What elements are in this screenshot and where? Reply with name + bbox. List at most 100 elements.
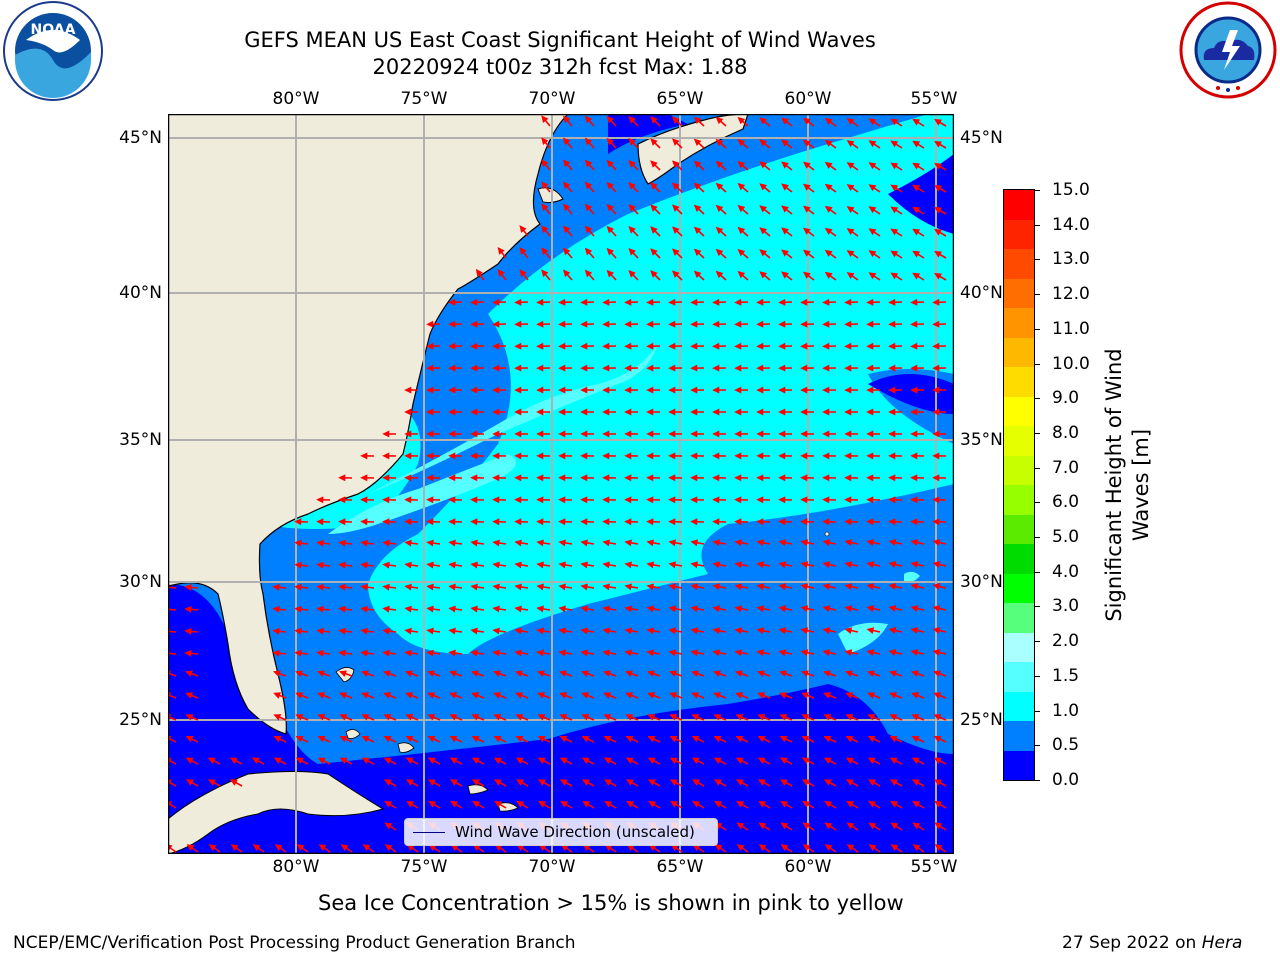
lon-label-top: 65°W [656,89,704,109]
wave-direction-arrowhead [295,692,304,699]
wave-direction-arrowhead [628,182,636,190]
colorbar-label-line2: Waves [m] [1129,428,1153,542]
wave-direction-arrowhead [824,271,833,279]
wave-direction-arrowhead [536,649,544,657]
wave-direction-arrowhead [824,822,833,830]
wave-direction-arrowhead [734,430,742,438]
wave-direction-arrowhead [912,250,921,258]
chart-subtitle: 20220924 t00z 312h fcst Max: 1.88 [372,55,748,79]
wave-direction-arrowhead [932,430,940,438]
wave-direction-arrowhead [624,364,632,372]
wave-direction-arrowhead [868,800,877,808]
wave-direction-arrowhead [317,714,326,721]
wave-direction-arrowhead [448,452,456,460]
wave-direction-arrowhead [690,627,699,635]
wave-direction-arrowhead [868,140,877,148]
wave-direction-arrowhead [515,779,524,786]
colorbar-tick-label: 1.0 [1052,700,1080,721]
wave-direction-arrowhead [756,408,764,416]
wave-direction-arrowhead [563,137,571,146]
wave-direction-arrowhead [933,670,941,677]
wave-direction-arrowhead [493,714,502,721]
wave-direction-arrowhead [734,561,743,569]
wave-direction-arrowhead [844,386,852,394]
wave-direction-arrowhead [405,670,413,677]
wave-direction-arrowhead [690,474,698,482]
lon-label-bottom: 60°W [784,857,832,877]
wave-direction-arrowhead [778,430,786,438]
wave-direction-arrowhead [404,430,412,438]
lat-label-right: 35°N [960,430,1003,450]
wave-direction-arrowhead [404,561,412,569]
wave-direction-arrowhead [404,605,412,613]
wave-direction-arrowhead [625,670,633,677]
wave-direction-arrowhead [404,408,412,416]
wave-direction-arrowhead [317,757,326,764]
wave-direction-arrowhead [779,714,788,721]
wave-direction-arrowhead [668,583,677,591]
wave-direction-arrowhead [756,342,764,350]
wave-direction-arrowhead [757,757,766,764]
wave-direction-arrowhead [912,272,921,280]
wave-direction-arrowhead [756,430,764,438]
wave-direction-arrowhead [470,320,478,328]
lat-label-right: 25°N [960,710,1003,730]
wave-direction-arrowhead [778,342,786,350]
wave-direction-arrowhead [866,298,874,306]
wave-direction-arrowhead [712,627,721,635]
wave-direction-arrowhead [757,779,766,786]
colorbar-tick-mark [1034,780,1040,781]
wave-direction-arrowhead [823,757,832,764]
colorbar-tick-label: 13.0 [1052,249,1090,270]
wave-direction-arrowhead [669,692,678,699]
wave-direction-arrowhead [889,757,898,764]
wave-direction-arrowhead [580,364,588,372]
wave-direction-arrowhead [712,561,721,569]
wave-direction-arrowhead [427,757,436,764]
colorbar-segment [1004,632,1034,662]
wave-direction-arrowhead [712,452,720,460]
wave-direction-arrowhead [844,408,852,416]
wave-direction-arrowhead [558,364,566,372]
wave-direction-arrowhead [647,779,656,786]
wave-direction-arrowhead [672,160,680,168]
wave-direction-arrowhead [383,714,392,721]
wave-direction-arrowhead [382,430,390,438]
wave-direction-arrowhead [690,430,698,438]
wave-direction-arrowhead [845,714,854,721]
wave-direction-arrowhead [558,342,566,350]
wave-direction-arrowhead [448,430,456,438]
wave-direction-arrowhead [756,452,764,460]
wave-direction-arrowhead [426,364,434,372]
wave-direction-arrowhead [646,364,654,372]
wave-direction-arrowhead [756,298,764,306]
wave-direction-arrow [168,672,177,677]
wave-direction-arrowhead [581,735,590,743]
wave-direction-arrowhead [822,364,830,372]
wave-direction-arrowhead [715,248,724,257]
wave-direction-arrowhead [890,118,899,126]
wave-direction-arrowhead [339,714,348,721]
wave-direction-arrowhead [646,605,655,613]
wave-direction-arrowhead [888,408,896,416]
wave-direction-arrowhead [756,364,764,372]
wave-direction-arrowhead [602,386,610,394]
wave-direction-arrowhead [475,268,483,277]
wave-direction-arrowhead [584,181,593,190]
wave-direction-arrowhead [537,692,546,699]
wave-direction-arrowhead [581,779,590,786]
wave-direction-arrowhead [492,474,500,482]
wave-direction-arrowhead [340,844,349,852]
colorbar-segment [1004,367,1034,397]
wave-direction-arrowhead [910,474,918,482]
wave-direction-arrowhead [338,605,346,613]
wave-direction-arrowhead [449,735,458,743]
wave-direction-arrowhead [584,269,593,278]
wave-direction-arrowhead [404,496,412,504]
wave-direction-arrowhead [822,408,830,416]
wave-direction-arrowhead [800,320,808,328]
wave-direction-arrowhead [693,160,702,168]
wave-direction-arrowhead [580,474,588,482]
wave-direction-arrowhead [780,822,789,830]
wave-direction-arrowhead [624,539,632,547]
